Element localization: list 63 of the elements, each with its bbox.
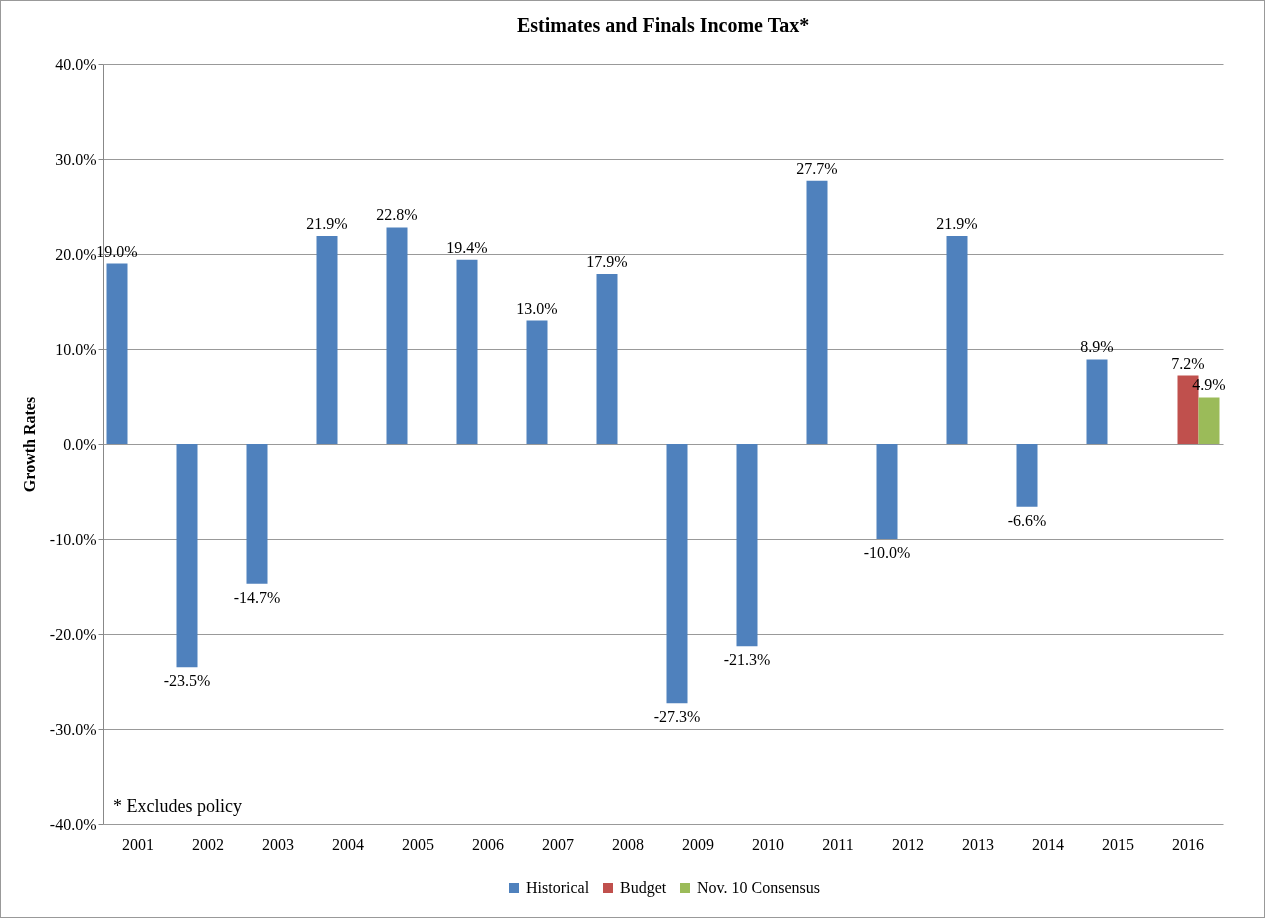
x-tick-label: 2012 bbox=[892, 835, 924, 853]
data-label: -23.5% bbox=[163, 672, 211, 690]
chart-title: Estimates and Finals Income Tax* bbox=[516, 14, 810, 36]
bar bbox=[106, 263, 128, 444]
x-tick-label: 2009 bbox=[682, 835, 714, 853]
y-axis-title: Growth Rates bbox=[20, 396, 38, 493]
bar bbox=[176, 444, 198, 668]
data-label: 17.9% bbox=[586, 252, 628, 270]
bar bbox=[806, 180, 828, 444]
bar bbox=[386, 227, 408, 444]
x-tick-label: 2004 bbox=[332, 835, 364, 853]
y-tick-label: -10.0% bbox=[49, 530, 97, 548]
y-tick-label: -40.0% bbox=[49, 815, 97, 833]
bar bbox=[246, 444, 268, 584]
x-tick-label: 2010 bbox=[752, 835, 784, 853]
x-tick-label: 2007 bbox=[542, 835, 574, 853]
y-tick-label: 30.0% bbox=[55, 150, 97, 168]
data-label: -6.6% bbox=[1007, 511, 1047, 529]
y-tick-label: 10.0% bbox=[55, 340, 97, 358]
bar bbox=[596, 273, 618, 444]
data-label: 21.9% bbox=[936, 214, 978, 232]
y-tick-label: 40.0% bbox=[55, 55, 97, 73]
x-tick-label: 2016 bbox=[1172, 835, 1204, 853]
annotation: * Excludes policy bbox=[113, 796, 242, 816]
data-label: -10.0% bbox=[863, 544, 911, 561]
bar bbox=[946, 235, 968, 444]
data-label: -14.7% bbox=[233, 588, 281, 606]
x-tick-label: 2011 bbox=[822, 835, 854, 853]
y-tick-label: 20.0% bbox=[55, 245, 97, 263]
data-label: 22.8% bbox=[376, 206, 418, 224]
bar bbox=[1016, 444, 1038, 507]
bar bbox=[876, 444, 898, 539]
legend-label: Budget bbox=[620, 879, 667, 897]
bar bbox=[1198, 397, 1220, 444]
bar bbox=[526, 320, 548, 444]
x-tick-label: 2013 bbox=[962, 835, 994, 853]
legend-label: Historical bbox=[526, 879, 590, 896]
x-tick-label: 2003 bbox=[262, 835, 294, 853]
data-label: 19.4% bbox=[446, 238, 488, 256]
bar bbox=[1086, 359, 1108, 444]
data-label: 8.9% bbox=[1080, 338, 1114, 356]
data-label: 19.0% bbox=[96, 242, 138, 260]
y-tick-label: 0.0% bbox=[63, 435, 97, 453]
legend-label: Nov. 10 Consensus bbox=[697, 879, 820, 896]
data-label: -21.3% bbox=[723, 651, 771, 669]
x-tick-label: 2008 bbox=[612, 835, 644, 853]
data-label: 27.7% bbox=[796, 159, 838, 177]
x-tick-label: 2015 bbox=[1102, 835, 1134, 853]
bar bbox=[736, 444, 758, 647]
y-tick-label: -20.0% bbox=[49, 625, 97, 643]
data-label: 7.2% bbox=[1171, 354, 1205, 372]
bar bbox=[456, 259, 478, 444]
data-label: 13.0% bbox=[516, 299, 558, 317]
x-tick-label: 2001 bbox=[122, 835, 154, 853]
x-tick-label: 2002 bbox=[192, 835, 224, 853]
bar bbox=[666, 444, 688, 704]
x-tick-label: 2006 bbox=[472, 835, 504, 853]
y-tick-label: -30.0% bbox=[49, 720, 97, 738]
x-tick-label: 2005 bbox=[402, 835, 434, 853]
x-tick-label: 2014 bbox=[1032, 835, 1064, 853]
data-label: 21.9% bbox=[306, 214, 348, 232]
data-label: -27.3% bbox=[653, 708, 701, 726]
bar bbox=[316, 235, 338, 444]
